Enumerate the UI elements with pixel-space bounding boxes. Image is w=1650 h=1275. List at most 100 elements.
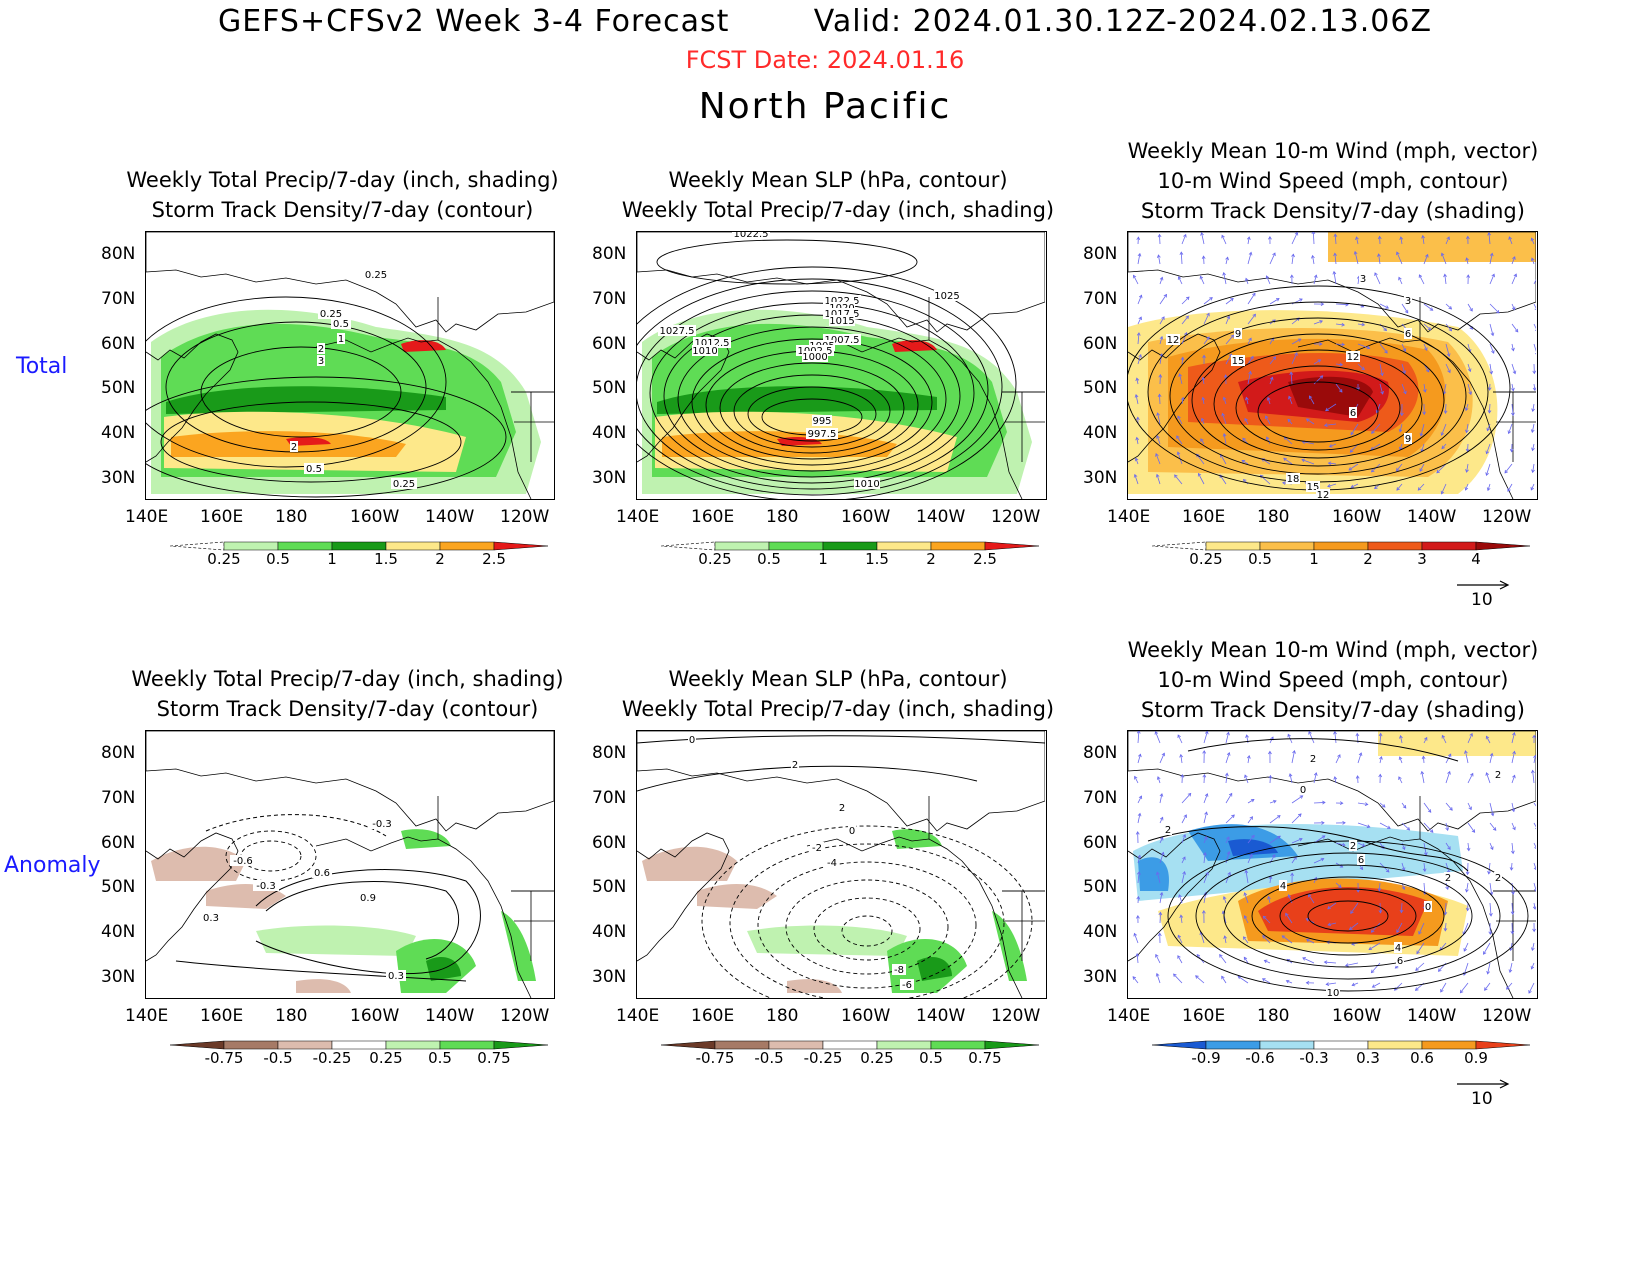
contour-label: 1025: [934, 291, 959, 302]
map-total-wind-density: 3 3 6 9 12 12 15 6 9 18 15 12: [1127, 231, 1538, 500]
contour-label: 6: [1405, 329, 1411, 340]
lat-tick-label: 70N: [101, 289, 136, 309]
contour-label: -0.3: [372, 819, 392, 830]
colorbar-swatch: [331, 541, 387, 551]
colorbar-swatch: [930, 541, 986, 551]
lat-tick-label: 50N: [592, 378, 627, 398]
colorbar-label: -0.6: [1245, 1049, 1274, 1067]
colorbar-swatch: [1205, 1040, 1261, 1050]
contour-label: 0.25: [393, 479, 415, 490]
colorbar-swatch: [493, 1040, 549, 1050]
contour-label: 1015: [829, 316, 854, 327]
colorbar-swatch: [1475, 541, 1531, 551]
contour-label: 2: [1310, 754, 1316, 765]
lat-tick-label: 60N: [101, 334, 136, 354]
contour-label: 2: [1495, 873, 1501, 884]
lon-tick-label: 180: [1257, 1006, 1290, 1026]
colorbar-swatch: [1421, 1040, 1477, 1050]
contour-label: 3: [318, 356, 324, 367]
panel2-title: Weekly Mean SLP (hPa, contour) Weekly Tot…: [621, 168, 1055, 222]
wind-reference-arrow-top: [1457, 580, 1510, 590]
contour-label: 0.3: [203, 913, 219, 924]
lon-tick-label: 180: [275, 507, 308, 527]
contour-label: 2: [1350, 841, 1356, 852]
colorbar-label: 2: [926, 550, 936, 568]
colorbar-swatch: [768, 541, 824, 551]
lat-tick-label: 30N: [1083, 967, 1118, 987]
colorbar-label: 0.9: [1464, 1049, 1488, 1067]
colorbar-swatch: [1421, 541, 1477, 551]
lon-tick-label: 120W: [991, 507, 1041, 527]
contour-label: 1: [338, 334, 344, 345]
contour-label: 10: [1327, 988, 1340, 998]
colorbar-label: 4: [1471, 550, 1481, 568]
title-text: GEFS+CFSv2 Week 3-4 Forecast: [217, 4, 730, 39]
colorbar-label: -0.9: [1191, 1049, 1220, 1067]
colorbar-swatch: [1151, 541, 1207, 551]
colorbar-total-precip: 0.25 0.5 1 1.5 2 2.5: [169, 541, 549, 568]
contour-label: 995: [812, 416, 831, 427]
contour-label: 12: [1347, 352, 1360, 363]
contour-label: -6: [902, 980, 912, 991]
contour-label: 0.5: [333, 319, 349, 330]
contour-label: 0.25: [320, 309, 342, 320]
map-anomaly-slp-precip: 0 2 2 0 -2 -4 -8 -6: [636, 730, 1047, 999]
colorbar-label: 0.75: [477, 1049, 510, 1067]
lon-tick-label: 160E: [1182, 507, 1226, 527]
colorbar-label: -0.3: [1299, 1049, 1328, 1067]
colorbar-swatch: [1205, 541, 1261, 551]
contour-label: 1027.5: [660, 326, 695, 337]
colorbar-swatch: [1151, 1040, 1207, 1050]
contour-label: 12: [1167, 335, 1180, 346]
contour-label: 2: [291, 442, 297, 453]
lon-tick-label: 160W: [841, 507, 891, 527]
colorbar-anomaly-density: -0.9 -0.6 -0.3 0.3 0.6 0.9: [1151, 1040, 1531, 1067]
contour-label: 15: [1307, 482, 1320, 493]
colorbar-anomaly-precip: -0.75 -0.5 -0.25 0.25 0.5 0.75: [169, 1040, 549, 1067]
lon-tick-label: 160W: [1332, 1006, 1382, 1026]
lat-tick-label: 60N: [101, 833, 136, 853]
contour-label: 0: [689, 735, 695, 746]
colorbar-total-density: 0.25 0.5 1 2 3 4: [1151, 541, 1531, 568]
panel1-title: Weekly Total Precip/7-day (inch, shading…: [126, 168, 559, 222]
contour-label: 9: [1235, 329, 1241, 340]
lat-tick-label: 50N: [101, 378, 136, 398]
lat-tick-label: 70N: [1083, 788, 1118, 808]
colorbar-swatch: [1313, 541, 1369, 551]
colorbar-swatch: [493, 541, 549, 551]
contour-label: -0.3: [256, 881, 276, 892]
contour-label: 1007.5: [825, 335, 860, 346]
map-anomaly-wind-density: 2 0 2 2 2 6 4 0 2 4 6 2 10: [1127, 730, 1538, 999]
contour-label: 0: [1425, 902, 1431, 913]
colorbar-label: 0.5: [757, 550, 781, 568]
contour-label: 0.25: [365, 270, 387, 281]
lat-tick-label: 40N: [1083, 922, 1118, 942]
colorbar-swatch: [714, 1040, 770, 1050]
colorbar-label: 1: [1309, 550, 1319, 568]
lat-tick-label: 70N: [1083, 289, 1118, 309]
colorbar-swatch: [439, 541, 495, 551]
contour-label: 0.9: [360, 893, 376, 904]
colorbar-label: 0.25: [860, 1049, 893, 1067]
contour-label: 9: [1405, 434, 1411, 445]
colorbar-label: 2: [1363, 550, 1373, 568]
panel5-title: Weekly Mean SLP (hPa, contour) Weekly Tot…: [621, 667, 1055, 721]
contour-label: 2: [1445, 873, 1451, 884]
colorbar-label: 0.3: [1356, 1049, 1380, 1067]
main-title: GEFS+CFSv2 Week 3-4 Forecast Valid: 2024…: [0, 4, 1650, 39]
colorbar-label: 0.5: [1248, 550, 1272, 568]
colorbar-swatch: [1259, 1040, 1315, 1050]
contour-label: 18: [1287, 474, 1300, 485]
lat-tick-label: 80N: [101, 743, 136, 763]
contour-label: 4: [1280, 881, 1286, 892]
contour-label: 1012.5: [695, 338, 730, 349]
lon-tick-label: 140E: [616, 507, 660, 527]
panel6-title: Weekly Mean 10-m Wind (mph, vector) 10-m …: [1127, 638, 1539, 722]
lon-tick-label: 180: [766, 1006, 799, 1026]
contour-label: 1010: [854, 479, 879, 490]
colorbar-label: 1: [327, 550, 337, 568]
colorbar-swatch: [169, 1040, 225, 1050]
lon-tick-label: 120W: [1482, 1006, 1532, 1026]
lat-tick-label: 60N: [1083, 833, 1118, 853]
lon-tick-label: 160E: [1182, 1006, 1226, 1026]
